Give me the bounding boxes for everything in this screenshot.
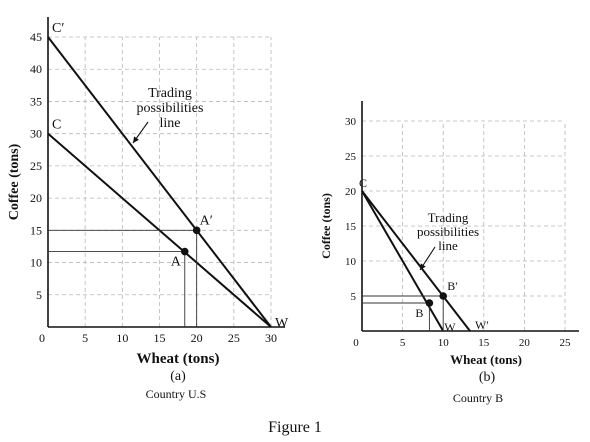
point-label: A [171,255,182,270]
panel-b-chart: 0 5 10 15 20 25 5 10 15 20 25 30 B B′ C W W′ Trading possi… [319,101,579,405]
endpoint-label: W [275,316,289,331]
x-axis-label: Wheat (tons) [450,352,522,367]
y-tick-label: 35 [30,94,42,108]
y-tick-label: 25 [345,151,357,163]
panel-label: (a) [170,369,186,384]
y-tick-label: 30 [30,127,42,141]
y-tick-label: 20 [345,186,357,198]
panel-label: (b) [479,370,496,385]
panel-a-chart: 0 5 10 15 20 25 30 5 10 15 20 25 30 35 40 45 A A′ C′ C W Trad… [7,17,289,401]
trading-possibilities-line [47,36,272,328]
y-tick-label: 5 [36,288,42,302]
trading-possibilities-line [361,190,471,332]
annotation-trading-possibilities: Trading possibilities line [137,86,204,131]
y-tick-label: 5 [351,291,357,303]
x-tick-label: 30 [265,331,277,345]
y-axis-label: Coffee (tons) [7,143,22,220]
data-point [192,226,201,235]
annotation-arrowhead [133,136,139,143]
x-tick-label: 5 [400,337,406,349]
y-tick-label: 20 [30,191,42,205]
annotation-trading-possibilities: Trading possibilities line [417,210,479,253]
data-point [180,247,189,256]
y-tick-label: 45 [30,30,42,44]
point-label: B′ [447,279,458,293]
x-tick-label: 15 [478,337,490,349]
x-tick-label: 15 [154,331,166,345]
x-tick-label: 20 [191,331,203,345]
x-tick-label: 5 [82,331,88,345]
point-label: B [415,306,423,320]
endpoint-label: C [52,118,61,133]
x-axis-label: Wheat (tons) [137,351,220,367]
x-tick-label: 0 [353,337,359,349]
y-tick-label: 40 [30,62,42,76]
y-tick-label: 25 [30,159,42,173]
annotation-arrowhead [420,263,426,270]
x-tick-label: 25 [560,337,572,349]
x-tick-label: 10 [116,331,128,345]
data-point [425,299,434,307]
y-tick-label: 15 [345,221,357,233]
data-point [439,292,448,300]
y-tick-label: 10 [345,256,357,268]
x-tick-label: 20 [519,337,531,349]
panel-caption: Country B [453,391,503,405]
endpoint-label: C [359,176,367,190]
y-tick-label: 10 [30,256,42,270]
y-tick-label: 15 [30,223,42,237]
y-tick-label: 30 [345,116,357,128]
x-tick-label: 0 [39,331,45,345]
endpoint-label: W [444,320,456,334]
y-axis-label: Coffee (tons) [319,193,333,259]
panel-caption: Country U.S [146,387,207,401]
x-tick-label: 10 [438,337,450,349]
endpoint-label: W′ [475,318,489,332]
point-label: A′ [200,213,213,228]
figure-caption: Figure 1 [268,419,322,436]
endpoint-label: C′ [52,21,64,36]
x-tick-label: 25 [228,331,240,345]
